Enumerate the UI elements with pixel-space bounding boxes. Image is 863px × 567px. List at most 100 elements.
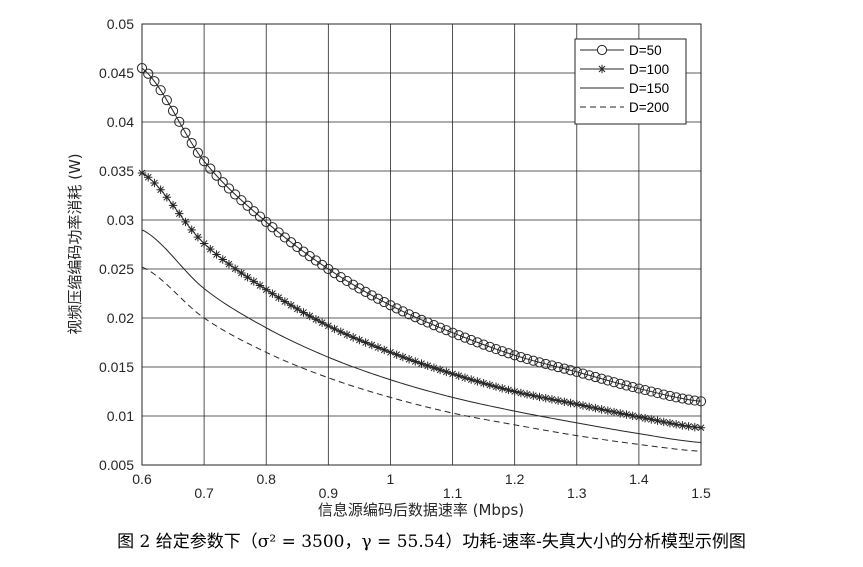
axes-box	[141, 23, 702, 466]
data-point	[167, 105, 179, 116]
data-point	[255, 281, 265, 290]
data-point	[336, 327, 345, 337]
data-point	[212, 250, 221, 259]
data-point	[547, 395, 557, 404]
data-point	[391, 303, 402, 314]
y-tick-label: 0.05	[107, 16, 134, 32]
data-point	[192, 147, 203, 158]
x-axis-label: 信息源编码后数据速率 (Mbps)	[318, 501, 524, 519]
data-point	[305, 311, 314, 321]
data-point	[286, 301, 296, 310]
data-point	[509, 350, 520, 361]
data-point	[677, 393, 688, 404]
x-tick-label: 0.6	[132, 471, 152, 487]
data-point	[223, 183, 235, 194]
data-point	[410, 312, 421, 323]
legend-item: D=50	[580, 43, 662, 58]
data-point	[577, 368, 589, 379]
data-point	[181, 217, 190, 227]
legend-label: D=50	[629, 43, 662, 58]
x-tick-label: 0.9	[319, 485, 339, 501]
data-point	[342, 330, 352, 339]
data-point	[279, 232, 290, 243]
series-line	[141, 266, 702, 452]
data-point	[522, 390, 532, 399]
data-point	[590, 371, 601, 383]
data-point	[386, 348, 395, 357]
series-d-150	[141, 229, 702, 443]
data-point	[411, 357, 420, 366]
data-point	[504, 385, 513, 395]
data-point	[268, 289, 277, 298]
data-point	[366, 290, 377, 301]
data-point	[311, 315, 321, 324]
data-point	[683, 394, 694, 405]
data-point	[149, 76, 160, 87]
x-tick-label: 1	[387, 471, 395, 487]
data-point	[211, 170, 222, 181]
data-point	[684, 422, 693, 431]
data-point	[199, 239, 209, 248]
y-tick-label: 0.025	[99, 261, 134, 277]
data-point	[658, 389, 669, 400]
data-point	[324, 321, 333, 331]
data-point	[317, 318, 327, 327]
x-tick-label: 1.4	[629, 471, 649, 487]
data-point	[578, 401, 588, 410]
data-point	[534, 357, 545, 368]
data-point	[665, 418, 675, 428]
data-point	[528, 355, 539, 366]
data-point	[423, 361, 432, 370]
data-point	[354, 283, 365, 294]
data-point	[627, 381, 638, 393]
data-point	[156, 185, 165, 194]
data-point	[348, 279, 359, 290]
data-point	[380, 345, 389, 355]
data-point	[640, 384, 651, 396]
axis-ticks: 0.6 0.7 0.8 0.9 1 1.1 1.2 1.3 1.4 1.5 0.005 0.01 0.0…	[99, 16, 711, 501]
legend-marker	[596, 44, 608, 56]
data-point	[435, 322, 446, 333]
data-point	[230, 264, 240, 273]
data-point	[385, 300, 396, 311]
y-tick-label: 0.035	[99, 163, 134, 179]
data-point	[236, 195, 247, 206]
data-point	[628, 411, 637, 420]
series-line	[141, 67, 702, 402]
data-point	[299, 308, 308, 317]
data-point	[417, 359, 426, 368]
data-point	[510, 387, 519, 396]
data-point	[403, 309, 415, 320]
data-point	[591, 403, 600, 413]
data-point	[503, 348, 514, 359]
data-point	[515, 352, 526, 363]
data-point	[454, 371, 463, 381]
data-point	[224, 259, 234, 269]
data-point	[187, 225, 196, 235]
series-line	[141, 229, 702, 443]
data-point	[193, 232, 203, 242]
data-point	[597, 64, 607, 74]
data-point	[541, 393, 550, 403]
data-point	[690, 422, 699, 432]
data-point	[608, 377, 620, 388]
data-point	[652, 387, 663, 399]
data-point	[155, 85, 166, 96]
legend: D=50 D=100 D=150 D=200	[574, 38, 687, 125]
data-point	[553, 361, 564, 373]
data-point	[416, 314, 427, 325]
legend-label: D=100	[629, 62, 669, 77]
data-point	[565, 365, 576, 376]
x-tick-label: 0.8	[256, 471, 276, 487]
data-point	[478, 339, 489, 350]
data-point	[168, 201, 178, 210]
data-point	[603, 406, 613, 415]
data-point	[497, 346, 508, 357]
data-point	[429, 363, 439, 373]
data-point	[361, 338, 370, 347]
data-point	[162, 193, 172, 202]
data-point	[248, 206, 259, 217]
data-point	[435, 365, 445, 375]
data-point	[355, 335, 364, 345]
series-d-200	[141, 266, 702, 452]
